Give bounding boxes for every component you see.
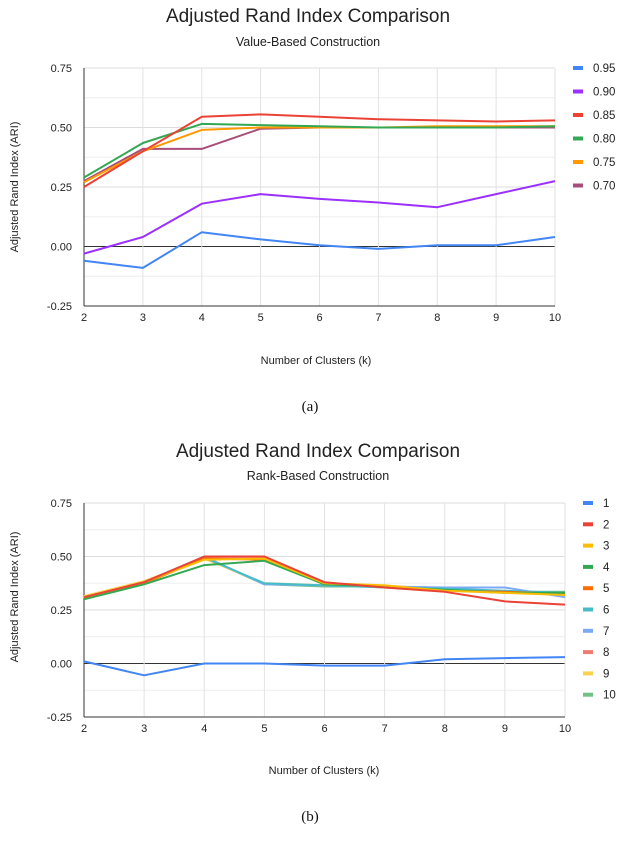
legend-swatch [573,113,583,117]
x-tick-label: 2 [81,723,87,735]
legend-swatch [583,564,593,569]
y-tick-label: 0.00 [51,242,72,254]
x-tick-label: 4 [201,723,207,735]
series-line-0.95 [83,231,556,269]
series-line-0.80 [83,122,556,179]
y-tick-label: 0.75 [51,498,72,510]
legend-label: 9 [603,668,609,680]
x-tick-label: 3 [140,312,146,324]
x-tick-label: 5 [258,312,264,324]
chart-subtitle: Value-Based Construction [236,35,380,49]
legend-label: 0.70 [593,181,615,193]
y-tick-label: 0.50 [51,123,72,135]
legend-swatch [583,628,593,633]
legend-label: 0.80 [593,134,615,146]
chart-rank-based: Adjusted Rand Index Comparison Rank-Base… [9,441,616,825]
x-tick-label: 10 [559,723,571,735]
figure-caption: (b) [301,809,319,825]
x-tick-label: 8 [434,312,440,324]
legend-swatch [583,607,593,612]
legend-swatch [583,692,593,697]
legend-swatch [573,89,583,94]
x-tick-label: 6 [316,312,322,324]
legend-swatch [573,136,583,141]
y-tick-label: 0.50 [51,552,72,564]
x-tick-label: 6 [321,723,327,735]
y-axis-title: Adjusted Rand Index (ARI) [9,532,21,663]
x-tick-label: 10 [549,312,561,324]
legend-label: 2 [603,519,609,531]
legend-label: 0.85 [593,110,615,122]
x-tick-label: 3 [141,723,147,735]
legend-swatch [583,671,593,676]
x-tick-label: 7 [375,312,381,324]
legend-label: 6 [603,605,609,617]
legend-label: 0.75 [593,157,615,169]
legend-swatch [583,543,593,548]
plot-area: -0.25 0.00 0.25 0.50 0.75 2 3 4 5 6 7 8 9 10 [47,63,561,324]
x-tick-label: 5 [261,723,267,735]
legend-label: 3 [603,541,609,553]
legend-label: 7 [603,626,609,638]
series-line-0.85 [83,113,556,188]
legend-swatch [573,66,583,70]
x-tick-label: 7 [382,723,388,735]
chart-value-based: Adjusted Rand Index Comparison Value-Bas… [9,6,615,415]
legend-swatch [583,501,593,505]
y-tick-label: 0.75 [51,63,72,75]
legend-label: 4 [603,562,610,574]
legend-label: 8 [603,647,609,659]
y-axis-title: Adjusted Rand Index (ARI) [9,122,21,253]
x-tick-label: 9 [502,723,508,735]
y-tick-label: -0.25 [47,301,72,313]
legend-swatch [573,183,583,188]
x-tick-label: 4 [199,312,205,324]
x-tick-label: 9 [493,312,499,324]
x-tick-label: 8 [442,723,448,735]
legend-label: 0.90 [593,87,615,99]
series-line-0.75 [83,125,555,184]
chart-title: Adjusted Rand Index Comparison [166,6,450,27]
legend-swatch [583,522,593,527]
y-tick-label: 0.25 [51,182,72,194]
x-axis-title: Number of Clusters (k) [261,355,372,367]
legend-label: 1 [603,498,609,510]
y-tick-label: 0.25 [51,605,72,617]
legend: 0.95 0.90 0.85 0.80 0.75 0.70 [573,63,615,193]
y-tick-label: 0.00 [51,659,72,671]
figure-caption: (a) [302,399,319,415]
legend-swatch [583,586,593,591]
x-tick-label: 2 [81,312,87,324]
legend: 1 2 3 4 5 6 7 8 9 10 [583,498,616,702]
chart-subtitle: Rank-Based Construction [247,469,389,483]
legend-swatch [573,160,583,164]
series-line-1 [83,656,566,677]
series-line-2 [83,555,566,606]
chart-title: Adjusted Rand Index Comparison [176,441,460,462]
legend-label: 5 [603,583,609,595]
legend-swatch [583,650,593,655]
legend-label: 10 [603,690,616,702]
series-line-0.90 [83,180,556,255]
plot-area: -0.25 0.00 0.25 0.50 0.75 2 3 4 5 6 7 8 9 10 [47,498,571,735]
y-tick-label: -0.25 [47,712,72,724]
x-axis-title: Number of Clusters (k) [269,765,380,777]
legend-label: 0.95 [593,63,615,75]
